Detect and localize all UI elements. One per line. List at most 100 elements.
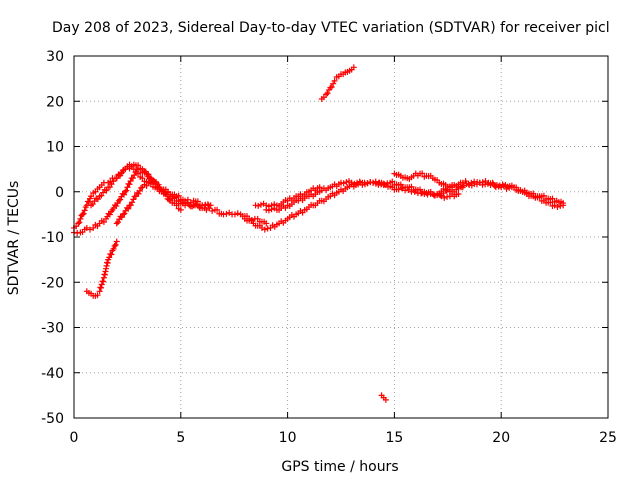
data-point bbox=[362, 181, 369, 188]
data-point bbox=[340, 180, 347, 187]
data-point bbox=[100, 278, 107, 285]
data-point bbox=[85, 198, 92, 205]
data-point bbox=[98, 281, 105, 288]
series-arc-13 bbox=[318, 64, 357, 102]
x-tick-label: 0 bbox=[70, 430, 79, 446]
grid-lines bbox=[74, 56, 608, 418]
data-point bbox=[350, 64, 357, 71]
data-point bbox=[364, 180, 371, 187]
data-point bbox=[193, 201, 200, 208]
data-point bbox=[462, 178, 469, 185]
data-point bbox=[127, 202, 134, 209]
data-point bbox=[120, 211, 127, 218]
data-points bbox=[71, 64, 567, 403]
y-tick-label: -40 bbox=[41, 366, 64, 382]
data-point bbox=[77, 215, 84, 222]
data-point bbox=[150, 181, 157, 188]
data-point bbox=[354, 179, 361, 186]
data-point bbox=[143, 182, 150, 189]
data-point bbox=[395, 186, 402, 193]
data-point bbox=[125, 205, 132, 212]
data-point bbox=[187, 203, 194, 210]
data-point bbox=[265, 203, 272, 210]
y-tick-labels: -50 -40 -30 -20 -10 0 10 20 30 bbox=[41, 49, 64, 427]
data-point bbox=[417, 186, 424, 193]
data-point bbox=[441, 194, 448, 201]
series-arc-3 bbox=[83, 238, 120, 299]
data-point bbox=[129, 174, 136, 181]
data-point bbox=[90, 224, 97, 231]
y-tick-label: -10 bbox=[41, 230, 64, 246]
data-point bbox=[108, 251, 115, 258]
y-tick-label: 30 bbox=[46, 49, 64, 65]
data-point bbox=[113, 203, 120, 210]
data-point bbox=[113, 220, 120, 227]
data-point bbox=[255, 202, 262, 209]
data-point bbox=[106, 211, 113, 218]
data-point bbox=[87, 226, 94, 233]
series-arc-5 bbox=[113, 179, 212, 227]
axis-ticks bbox=[73, 55, 609, 419]
data-point bbox=[118, 214, 125, 221]
data-point bbox=[487, 181, 494, 188]
data-point bbox=[88, 193, 95, 200]
data-point bbox=[523, 189, 530, 196]
data-point bbox=[408, 183, 415, 190]
data-point bbox=[112, 241, 119, 248]
data-point bbox=[190, 202, 197, 209]
data-point bbox=[490, 180, 497, 187]
data-point bbox=[316, 184, 323, 191]
data-point bbox=[427, 191, 434, 198]
chart-title: Day 208 of 2023, Sidereal Day-to-day VTE… bbox=[52, 20, 610, 36]
x-tick-label: 25 bbox=[599, 430, 617, 446]
data-point bbox=[419, 170, 426, 177]
data-point bbox=[330, 80, 337, 87]
data-point bbox=[122, 188, 129, 195]
data-point bbox=[120, 191, 127, 198]
data-point bbox=[123, 187, 130, 194]
data-point bbox=[463, 180, 470, 187]
data-point bbox=[560, 202, 567, 209]
data-point bbox=[348, 179, 355, 186]
data-point bbox=[80, 210, 87, 217]
data-point bbox=[139, 175, 146, 182]
data-point bbox=[209, 207, 216, 214]
data-point bbox=[372, 178, 379, 185]
data-point bbox=[175, 192, 182, 199]
data-point bbox=[513, 184, 520, 191]
data-point bbox=[540, 192, 547, 199]
data-point bbox=[356, 178, 363, 185]
data-point bbox=[536, 194, 543, 201]
data-point bbox=[498, 184, 505, 191]
data-point bbox=[138, 184, 145, 191]
data-point bbox=[79, 211, 86, 218]
data-point bbox=[111, 243, 118, 250]
data-point bbox=[257, 201, 264, 208]
data-point bbox=[131, 172, 138, 179]
data-point bbox=[76, 219, 83, 226]
data-point bbox=[351, 180, 358, 187]
data-point bbox=[75, 220, 82, 227]
data-point bbox=[263, 202, 270, 209]
data-point bbox=[135, 190, 142, 197]
data-point bbox=[121, 210, 128, 217]
data-point bbox=[328, 84, 335, 91]
y-tick-label: 20 bbox=[46, 94, 64, 110]
data-point bbox=[554, 203, 561, 210]
data-point bbox=[382, 396, 389, 403]
data-point bbox=[136, 187, 143, 194]
data-point bbox=[142, 168, 149, 175]
data-point bbox=[503, 185, 510, 192]
data-point bbox=[411, 188, 418, 195]
data-point bbox=[261, 226, 268, 233]
series-arc-12 bbox=[455, 179, 567, 210]
data-point bbox=[455, 191, 462, 198]
data-point bbox=[214, 206, 221, 213]
x-tick-label: 15 bbox=[385, 430, 403, 446]
data-point bbox=[83, 224, 90, 231]
data-point bbox=[484, 180, 491, 187]
data-point bbox=[500, 183, 507, 190]
y-tick-label: -50 bbox=[41, 411, 64, 427]
data-point bbox=[94, 292, 101, 299]
